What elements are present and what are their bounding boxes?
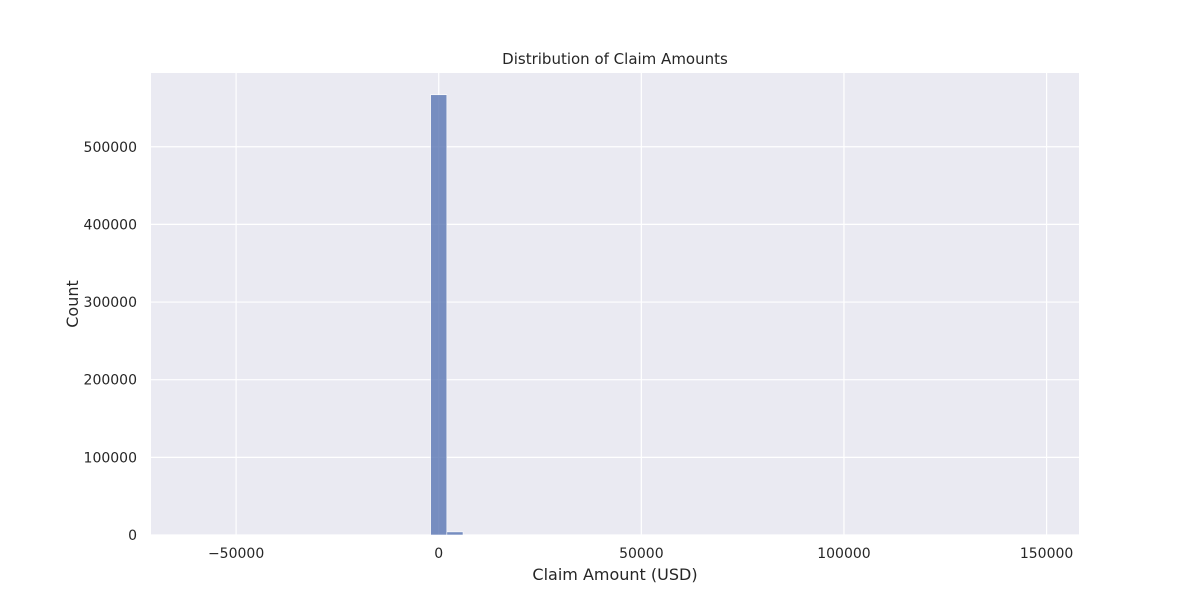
plot-background bbox=[151, 73, 1079, 535]
histogram-bar bbox=[430, 94, 448, 536]
x-axis-title: Claim Amount (USD) bbox=[532, 565, 697, 584]
y-tick-label: 400000 bbox=[84, 217, 137, 233]
x-tick-label: 150000 bbox=[1020, 546, 1073, 562]
y-tick-label: 0 bbox=[128, 528, 137, 544]
y-axis-title: Count bbox=[63, 280, 82, 328]
y-tick-label: 200000 bbox=[84, 373, 137, 389]
x-tick-label: 50000 bbox=[619, 546, 664, 562]
x-tick-label: 100000 bbox=[817, 546, 870, 562]
chart-title: Distribution of Claim Amounts bbox=[502, 50, 728, 68]
x-tick-label: −50000 bbox=[208, 546, 264, 562]
y-tick-label: 100000 bbox=[84, 450, 137, 466]
x-axis-ticks: −50000 0 50000 100000 150000 bbox=[208, 546, 1073, 562]
histogram-bars bbox=[430, 94, 464, 536]
histogram-bar bbox=[446, 531, 464, 536]
y-axis-ticks: 0 100000 200000 300000 400000 500000 bbox=[84, 140, 137, 544]
x-tick-label: 0 bbox=[434, 546, 443, 562]
grid-lines bbox=[151, 73, 1079, 536]
y-tick-label: 300000 bbox=[84, 295, 137, 311]
y-tick-label: 500000 bbox=[84, 140, 137, 156]
